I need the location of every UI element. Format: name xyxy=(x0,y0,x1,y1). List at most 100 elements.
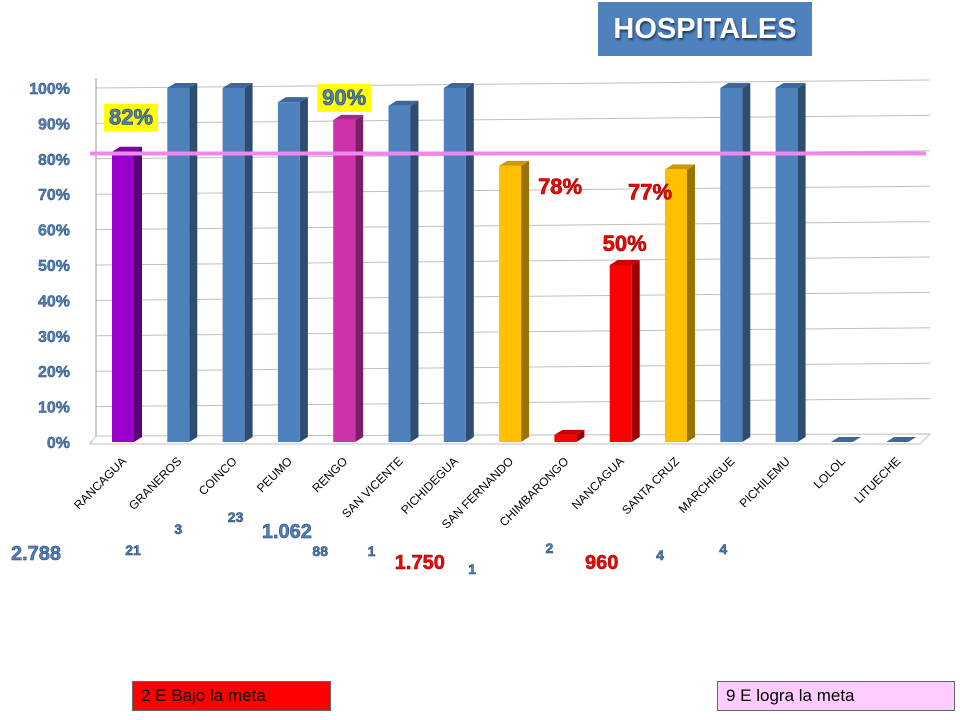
y-tick-label: 70% xyxy=(38,187,70,204)
meets-goal-note: 9 E logra la meta xyxy=(717,681,955,711)
x-tick-label: PICHILEMU xyxy=(737,454,793,510)
value-label-bg xyxy=(317,83,372,112)
count-label: 2 xyxy=(546,540,554,556)
bar-nancagua xyxy=(609,260,640,442)
bar-rengo xyxy=(333,114,364,443)
bar-side xyxy=(742,83,751,442)
bar-side xyxy=(244,83,253,442)
bar-litueche xyxy=(886,437,917,442)
bars xyxy=(112,83,917,443)
y-tick-label: 30% xyxy=(38,329,70,346)
count-label: 1.750 xyxy=(395,552,445,574)
bar-graneros xyxy=(167,83,198,442)
bar-top xyxy=(388,100,419,106)
y-tick-label: 0% xyxy=(47,435,70,452)
bar-santa-cruz xyxy=(665,164,695,443)
bar-lolol xyxy=(830,437,861,442)
value-label: 82% xyxy=(104,103,158,132)
value-label: 78% xyxy=(538,174,583,200)
count-label: 3 xyxy=(174,521,182,537)
bar-front xyxy=(388,105,411,442)
bar-top xyxy=(554,429,585,435)
value-label-bg xyxy=(104,103,158,132)
bar-front xyxy=(554,434,577,442)
bar-side xyxy=(797,83,806,442)
bar-side xyxy=(465,83,474,442)
value-label-text: 77% xyxy=(628,179,672,204)
y-tick-label: 20% xyxy=(38,364,70,381)
y-tick-label: 10% xyxy=(38,400,70,417)
value-label-text: 50% xyxy=(603,231,647,256)
x-tick-label: LOLOL xyxy=(811,454,848,491)
bar-side xyxy=(355,114,364,443)
count-label: 960 xyxy=(585,552,618,574)
bar-top xyxy=(443,83,474,88)
bar-front xyxy=(222,88,245,442)
bar-front xyxy=(720,88,743,442)
bar-front xyxy=(665,169,687,443)
chart-title: HOSPITALES xyxy=(598,2,812,56)
bar-top xyxy=(775,83,806,88)
bar-side xyxy=(576,429,585,442)
bar-front xyxy=(499,165,522,442)
y-tick-label: 100% xyxy=(29,81,70,98)
bar-front xyxy=(443,88,466,442)
bar-side xyxy=(299,97,308,442)
x-tick-label: MARCHIGUE xyxy=(676,454,738,516)
x-tick-label: COINCO xyxy=(196,454,240,498)
x-tick-label: PICHIDEGUA xyxy=(398,454,461,517)
bar-pichilemu xyxy=(775,83,806,442)
bar-peumo xyxy=(277,97,308,442)
bar-top xyxy=(222,83,253,88)
count-label: 1 xyxy=(468,561,476,577)
bar-front xyxy=(609,265,632,442)
value-label-text: 78% xyxy=(538,174,582,199)
bar-top xyxy=(830,437,861,442)
x-tick-label: RENGO xyxy=(309,454,350,495)
y-tick-label: 60% xyxy=(38,223,70,240)
value-label: 50% xyxy=(602,231,647,257)
bar-top xyxy=(665,164,695,170)
y-tick-label: 40% xyxy=(38,293,70,310)
bar-top xyxy=(167,83,198,88)
count-label: 4 xyxy=(719,541,727,557)
x-tick-label: GRANEROS xyxy=(126,454,184,512)
bar-front xyxy=(112,151,134,442)
value-labels: 82% 90% 78% 77% 50% xyxy=(104,83,673,257)
count-label: 21 xyxy=(125,542,141,558)
bar-pichidegua xyxy=(443,83,474,442)
x-tick-label: RANCAGUA xyxy=(71,454,129,512)
bar-san-vicente xyxy=(388,100,419,442)
bar-side xyxy=(189,83,198,442)
bar-marchigue xyxy=(720,83,751,442)
value-label-text: 82% xyxy=(109,105,153,130)
y-tick-label: 80% xyxy=(38,152,70,169)
y-tick-label: 90% xyxy=(38,116,70,133)
count-label: 4 xyxy=(656,547,664,563)
bar-top xyxy=(609,260,640,265)
x-tick-label: NANCAGUA xyxy=(569,454,627,512)
count-label: 1.062 xyxy=(262,521,312,543)
x-tick-label: SANTA CRUZ xyxy=(619,454,682,517)
y-axis: 0% 10% 20% 30% 40% 50% 60% 70% 80% 90% 100% xyxy=(29,81,70,452)
bar-top xyxy=(277,97,308,103)
bar-top xyxy=(499,160,530,166)
bar-coinco xyxy=(222,83,253,442)
bar-top xyxy=(333,114,364,120)
count-label: 2.788 xyxy=(11,543,61,565)
y-tick-label: 50% xyxy=(38,258,70,275)
bar-front xyxy=(277,102,300,442)
bar-side xyxy=(410,100,419,442)
x-tick-label: LITUECHE xyxy=(851,454,903,506)
bar-top xyxy=(112,146,142,152)
bar-rancagua xyxy=(112,146,142,442)
value-label: 77% xyxy=(628,179,673,205)
bar-side xyxy=(687,164,695,443)
bar-side xyxy=(631,260,640,442)
bar-front xyxy=(333,119,356,443)
count-label: 88 xyxy=(312,543,328,559)
below-goal-note: 2 E Bajo la meta xyxy=(132,681,331,711)
